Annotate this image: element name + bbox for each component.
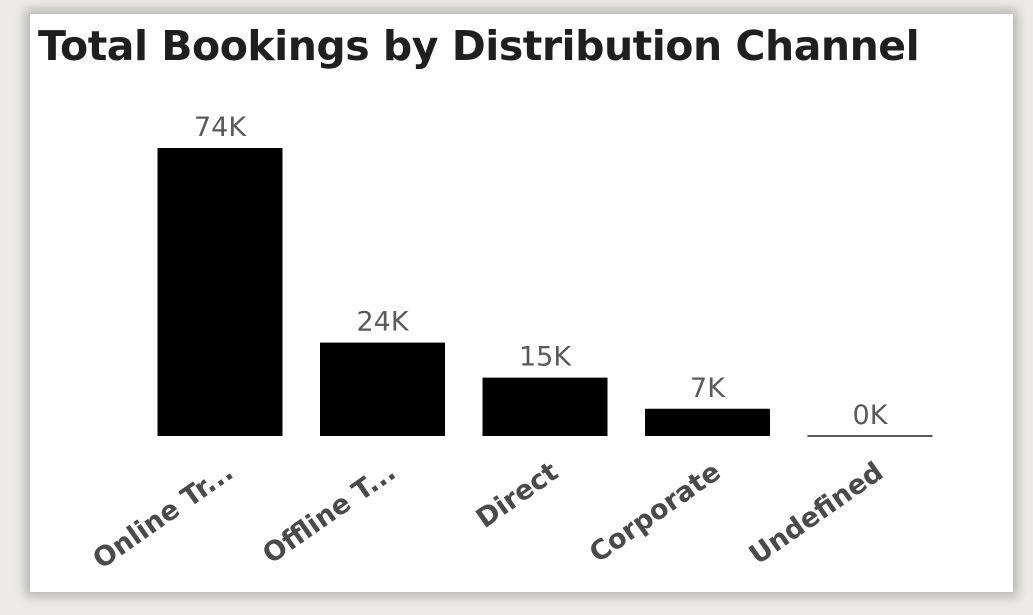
data-label-3: 7K [690,373,726,404]
data-label-2: 15K [519,342,572,373]
bar-0[interactable] [157,148,283,436]
bar-3[interactable] [645,408,770,436]
x-tick-label-2: Direct [471,456,564,534]
chart-card: Total Bookings by Distribution Channel 7… [30,14,1013,592]
x-tick-label-4: Undefined [744,456,889,571]
data-label-0: 74K [194,112,247,143]
bar-1[interactable] [320,342,445,436]
x-tick-label-1: Offline T... [257,456,401,570]
chart-title: Total Bookings by Distribution Channel [38,22,920,70]
x-tick-label-3: Corporate [584,456,727,569]
x-tick-label-0: Online Tr... [87,456,239,575]
bar-2[interactable] [482,377,608,436]
data-label-4: 0K [853,400,889,431]
data-label-1: 24K [356,307,409,338]
bar-chart: 74K Online Tr... 24K Offline T... 15K Direct 7… [87,112,933,575]
